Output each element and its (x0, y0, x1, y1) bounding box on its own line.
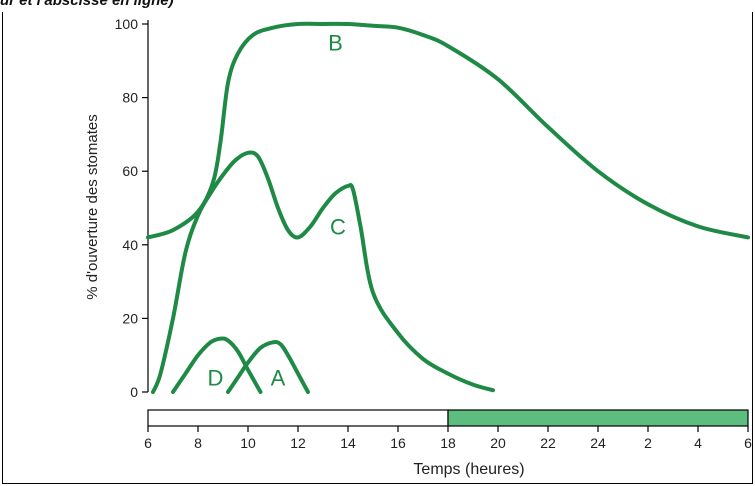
y-tick-label: 60 (122, 163, 138, 179)
series-label-D: D (208, 365, 224, 390)
series-label-C: C (330, 214, 346, 239)
figure-caption: ur et l'abscisse en ligne) (0, 0, 174, 9)
x-tick-label: 16 (390, 435, 406, 451)
series-line-A (226, 340, 310, 394)
series-line-B (146, 21, 750, 240)
series-label-A: A (271, 365, 286, 390)
x-tick-label: 20 (490, 435, 506, 451)
y-tick-label: 20 (122, 310, 138, 326)
y-tick-label: 0 (130, 384, 138, 400)
time-bar: 6 8 10 12 14 16 18 20 22 24 2 4 6 (144, 409, 752, 451)
axes: 0 20 40 60 80 100 (115, 16, 149, 400)
x-tick-label: 4 (694, 435, 702, 451)
series-label-B: B (328, 30, 343, 55)
y-tick-label: 100 (115, 16, 139, 32)
y-tick-label: 80 (122, 90, 138, 106)
x-tick-label: 8 (194, 435, 202, 451)
x-tick-label: 2 (644, 435, 652, 451)
series-layer: B C D A (146, 21, 750, 394)
x-tick-label: 14 (340, 435, 356, 451)
x-axis-label: Temps (heures) (413, 461, 524, 478)
x-tick-label: 6 (744, 435, 752, 451)
time-bar-segment (447, 409, 749, 427)
time-bar-segment (147, 409, 449, 427)
y-tick-label: 40 (122, 237, 138, 253)
x-tick-label: 10 (240, 435, 256, 451)
x-tick-label: 18 (440, 435, 456, 451)
x-tick-label: 12 (290, 435, 306, 451)
x-tick-label: 6 (144, 435, 152, 451)
series-line-C (151, 150, 495, 394)
x-tick-label: 22 (540, 435, 556, 451)
y-axis-label: % d'ouverture des stomates (84, 114, 101, 299)
figure-frame (2, 12, 753, 484)
x-tick-label: 24 (590, 435, 606, 451)
